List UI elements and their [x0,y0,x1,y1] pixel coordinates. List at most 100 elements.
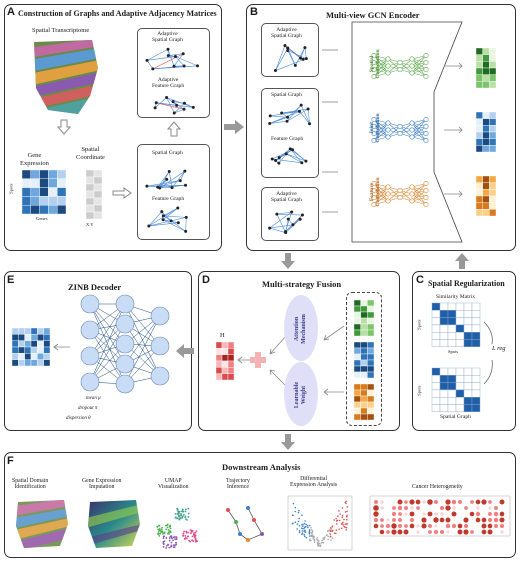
volcano-point [335,523,338,525]
gcn-edge [411,62,427,74]
cancer-heat-dot [451,511,457,517]
matrix-cell [447,367,457,376]
arrow-c-to-b [455,253,469,269]
graph-edge [148,222,179,227]
gcn-node [423,195,429,201]
volcano-point [311,532,313,534]
volcano-point [305,523,307,526]
umap-point [158,534,161,537]
gcn-node [397,131,403,137]
matrix-cell [447,302,457,311]
volcano-point [306,524,309,527]
matrix-cell [439,382,449,391]
graph-node [286,46,290,50]
graph-edge [276,211,292,215]
gcn-node [423,188,429,194]
matrix-cell [463,404,473,413]
cancer-heat-dot [482,506,486,510]
arrow-plus-to-h [237,356,250,364]
gene-matrix-cell [39,169,49,180]
heat-cell [353,311,361,319]
volcano-point [300,527,303,529]
cancer-heat-dot [416,524,420,528]
heat-cell [475,209,483,217]
cancer-heat-dot [482,512,486,516]
gcn-edge [411,55,427,74]
cancer-heat-dot [470,506,474,510]
gcn-node [371,52,377,58]
heat-cell [482,61,490,69]
heat-cell [360,383,368,391]
graph-edge [276,213,303,216]
learnable-weight-ellipse [284,362,318,426]
gene-matrix-cell [48,169,58,180]
feature-graph-label-a: Feature Graph [152,196,185,202]
graph-node [288,147,292,151]
volcano-point [326,534,328,536]
graph-node [145,184,149,188]
graph-edge [307,108,310,124]
cancer-heat-dot [410,530,414,534]
volcano-point [313,539,316,542]
cancer-heat-dot [392,500,396,504]
volcano-point [335,517,337,520]
heat-cell [482,47,490,55]
zinb-node [80,320,100,340]
gene-matrix-cell [39,196,49,206]
graph-edge [269,120,288,124]
matrix-cell [431,302,441,311]
arrows-to-plus [269,335,287,387]
gcn-node [409,191,415,197]
downstream-item-6: Cancer Heterogeneity [412,484,463,490]
heat-cell [360,359,368,367]
umap-point [175,538,178,541]
matrix-cell [439,367,449,376]
gcn-edge [387,190,401,202]
volcano-point [298,531,301,534]
umap-point [173,536,176,538]
heat-cell [489,145,497,153]
downstream-item-4: Trajectory Inference [226,478,250,491]
heat-cell [37,359,44,367]
heat-cell [360,407,368,415]
umap-point [174,516,177,519]
heat-cell [11,353,19,360]
cancer-heat-dot [469,511,475,517]
zinb-node [115,294,135,314]
gcn-node [397,124,403,130]
graph-node [172,111,176,115]
arrow-b-to-d [281,253,295,269]
matrix-cell [439,310,449,318]
gcn-edge [387,62,401,74]
coord-cell [93,211,103,220]
cancer-heat-dot [397,505,403,511]
trajectory-image [226,506,264,542]
gene-matrix-cell [30,178,40,188]
gcn-node [371,66,377,72]
panel-a-letter: A [7,6,15,18]
gcn-edge [411,55,427,67]
gene-matrix-cell [57,169,67,180]
graph-node [165,177,169,181]
cancer-heat-dot [457,499,463,505]
graph-edge [166,97,175,114]
cancer-heat-dot [445,505,451,511]
heat-cell [482,118,490,126]
umap-point [156,526,159,528]
graph-node [178,179,182,183]
graph-node [299,56,303,60]
gene-matrix-cell [30,169,40,180]
heat-cell [37,353,44,360]
heat-cell [360,371,368,379]
matrix-cell [455,404,465,413]
heat-cell [367,413,375,421]
cancer-heat-dot [397,499,403,505]
heat-cell [24,327,32,335]
output-matrix-e [11,327,51,367]
matrix-cell [463,397,473,405]
umap-point [168,546,171,549]
coord-cell [93,197,103,206]
heat-cell [18,327,25,335]
panel-d-letter: D [202,274,210,286]
graph-edge [270,115,288,118]
